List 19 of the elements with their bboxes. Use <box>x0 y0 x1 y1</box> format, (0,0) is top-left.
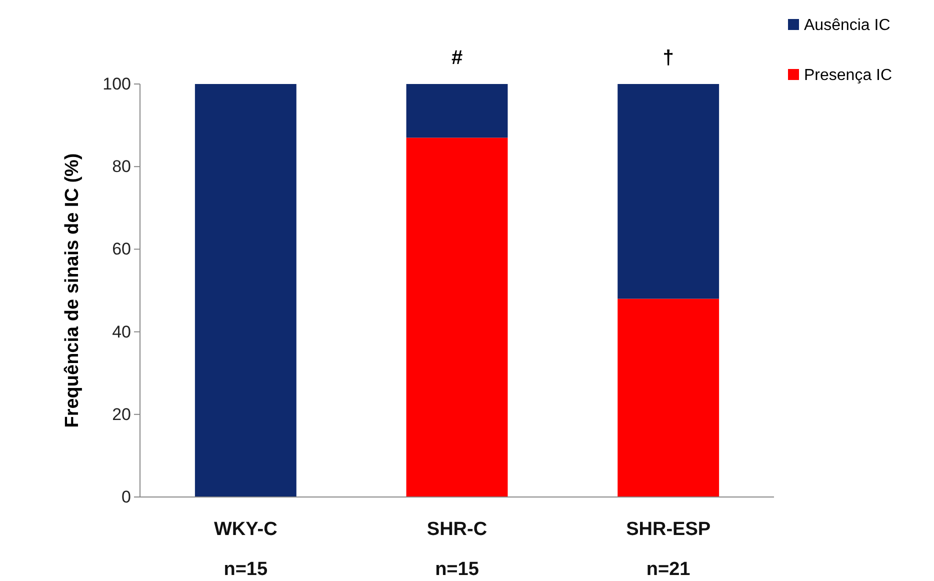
y-tick-label: 0 <box>122 487 131 506</box>
annotation: # <box>451 47 463 69</box>
y-axis-title: Frequência de sinais de IC (%) <box>62 153 83 428</box>
legend-label: Ausência IC <box>804 17 890 34</box>
bar <box>406 84 508 138</box>
y-tick-label: 20 <box>112 404 131 424</box>
bar <box>406 138 508 497</box>
y-tick-label: 100 <box>102 74 131 94</box>
x-tick-label: WKY-C n=15 <box>214 519 278 580</box>
y-tick-label: 40 <box>112 322 131 342</box>
annotation: † <box>662 47 674 69</box>
bar <box>194 84 296 497</box>
bar <box>618 84 720 299</box>
x-tick-label: SHR-C n=15 <box>426 519 488 580</box>
y-tick-label: 80 <box>112 157 131 176</box>
y-tick-label: 60 <box>112 240 131 259</box>
bar <box>618 298 720 497</box>
x-tick-label: SHR-ESP n=21 <box>626 519 711 580</box>
legend-label: Presença IC <box>804 67 892 84</box>
